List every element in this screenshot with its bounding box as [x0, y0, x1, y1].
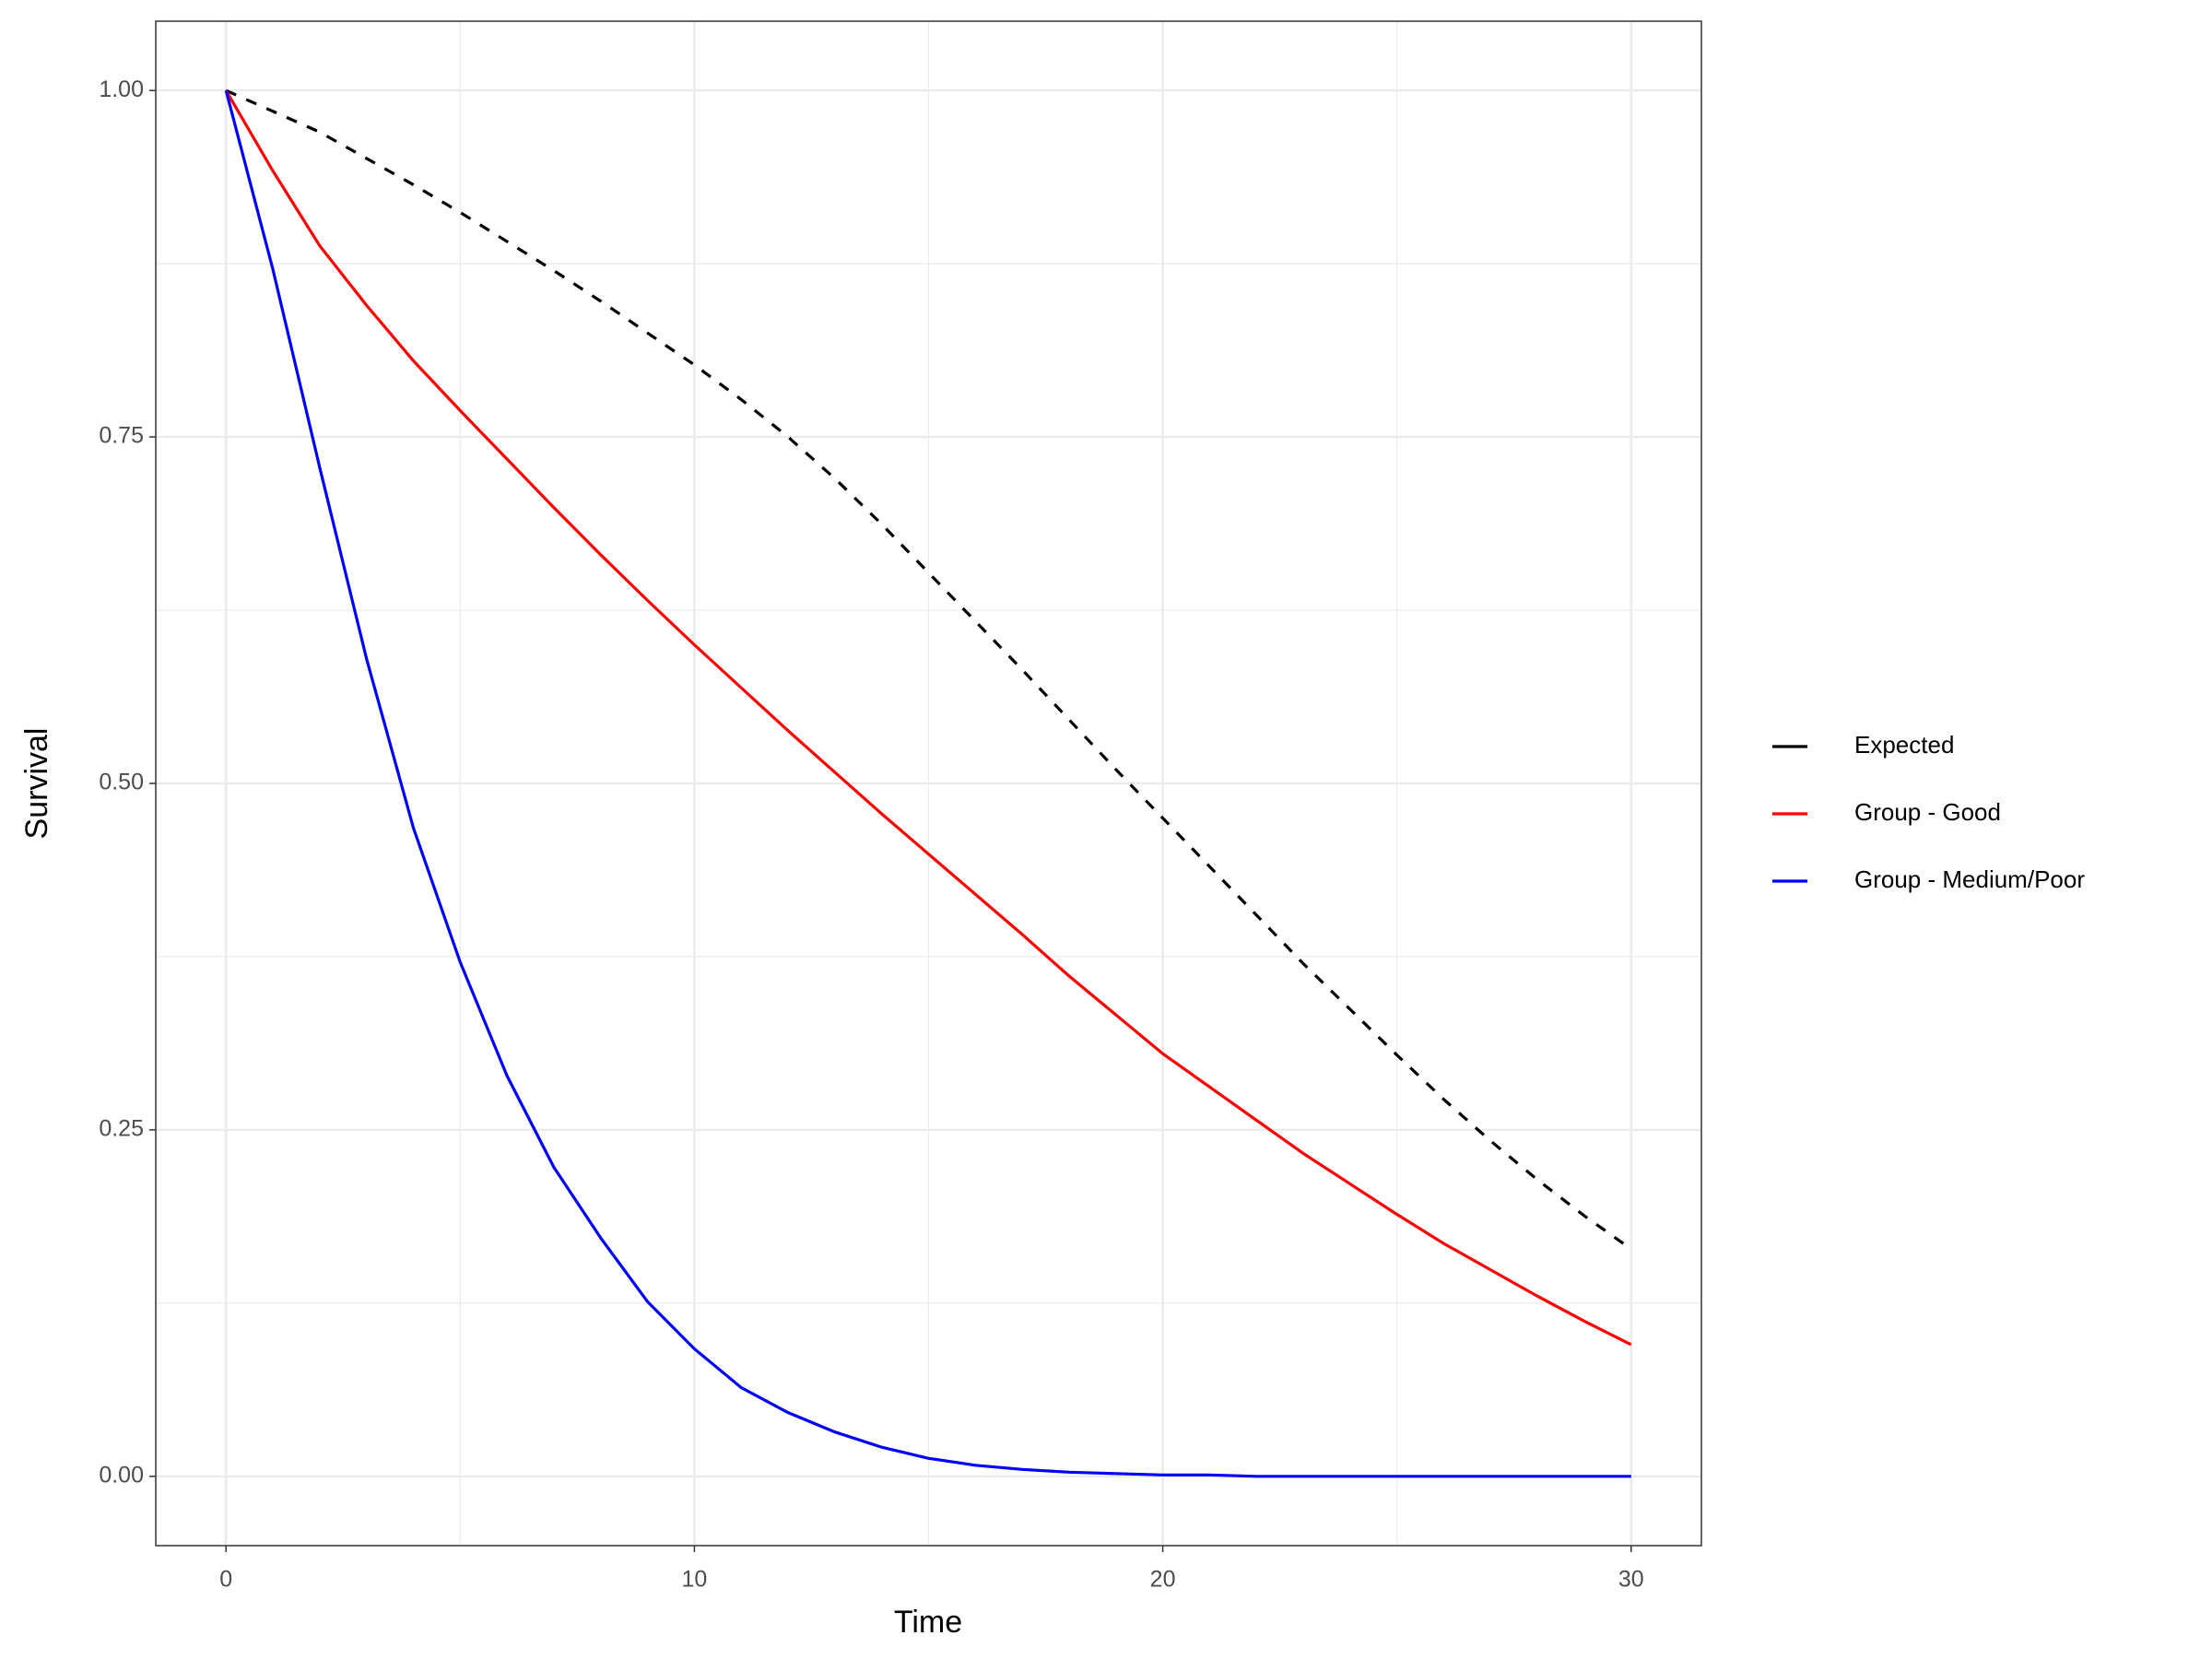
y-axis-title: Survival — [19, 728, 54, 840]
legend-label: Group - Good — [1854, 798, 2001, 826]
y-tick-label: 1.00 — [99, 76, 144, 102]
y-tick-label: 0.25 — [99, 1116, 144, 1142]
legend-label: Expected — [1854, 731, 1954, 759]
x-tick-label: 20 — [1150, 1567, 1176, 1593]
panel-border — [155, 20, 1702, 1547]
y-tick-label: 0.50 — [99, 770, 144, 795]
series-line — [224, 89, 1631, 1478]
x-axis-title: Time — [894, 1605, 962, 1640]
y-tick-label: 0.75 — [99, 423, 144, 449]
x-tick-label: 30 — [1618, 1567, 1644, 1593]
x-tick-label: 0 — [219, 1567, 232, 1593]
x-tick-label: 10 — [682, 1567, 708, 1593]
y-tick-label: 0.00 — [99, 1462, 144, 1488]
legend-label: Group - Medium/Poor — [1854, 865, 2085, 893]
series-line — [224, 89, 1632, 1347]
series-line — [225, 88, 1632, 1251]
